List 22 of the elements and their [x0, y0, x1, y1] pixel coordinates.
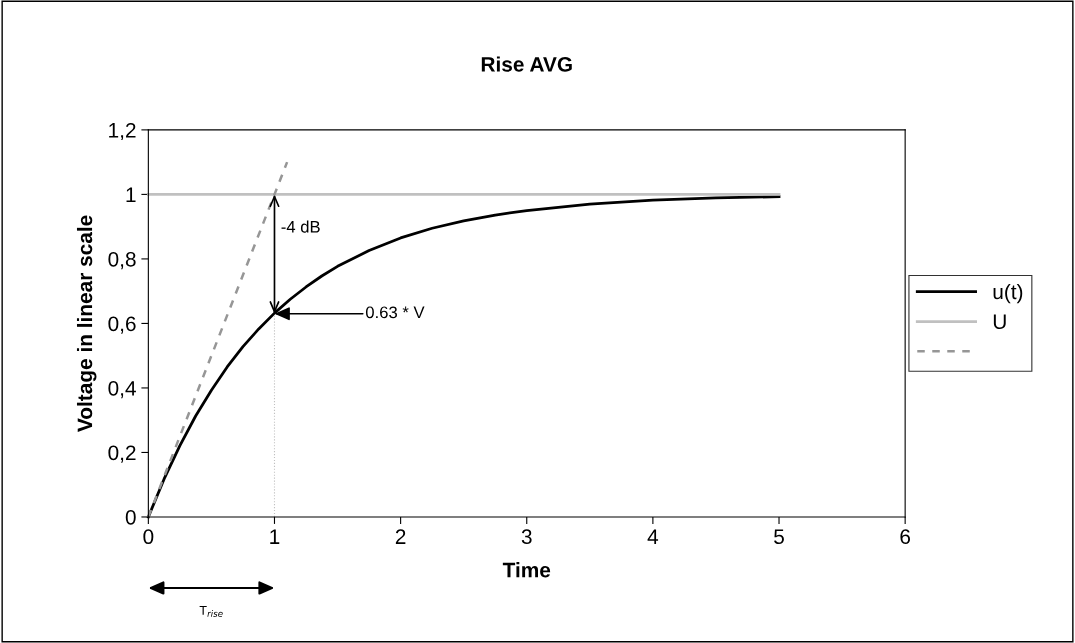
x-tick-label: 4	[647, 529, 659, 544]
x-axis-title: Time	[502, 562, 551, 578]
text: T$_{rise}$	[199, 606, 223, 617]
y-tick-label: 0,2	[108, 445, 136, 463]
x-tick-label: 1	[270, 529, 280, 544]
y-tick-label: 0,8	[108, 251, 136, 270]
x-tick-label: 5	[774, 529, 784, 545]
legend-label: u(t)	[993, 283, 1023, 304]
y-tick-label: 1	[126, 187, 136, 202]
y-axis-title: Voltage in linear scale	[76, 215, 97, 432]
annotation: -4 dB	[281, 220, 320, 233]
chart-title: Rise AVG	[481, 56, 572, 72]
y-tick-label: 0,4	[108, 380, 136, 399]
y-tick-label: 0,6	[108, 316, 136, 334]
y-tick-label: 0	[125, 509, 136, 525]
x-tick-label: 3	[521, 529, 532, 545]
x-tick-label: 0	[143, 529, 154, 545]
x-tick-label: 6	[900, 529, 911, 545]
legend-label: U	[993, 314, 1006, 330]
x-tick-label: 2	[395, 529, 406, 544]
annotation: 0.63 * V	[365, 306, 425, 319]
y-tick-label: 1,2	[109, 122, 136, 141]
